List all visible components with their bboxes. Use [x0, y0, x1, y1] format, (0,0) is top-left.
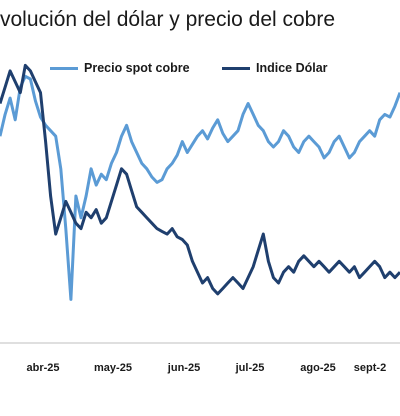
- legend-swatch-dollar: [222, 66, 250, 70]
- x-tick-label: jul-25: [235, 362, 265, 374]
- x-tick-label: sept-2: [354, 362, 386, 374]
- x-tick-label: abr-25: [26, 362, 59, 374]
- legend-swatch-copper: [50, 66, 78, 70]
- legend-label-copper: Precio spot cobre: [84, 61, 190, 75]
- legend-item-copper: Precio spot cobre: [50, 61, 190, 75]
- x-tick-label: may-25: [94, 362, 132, 374]
- legend: Precio spot cobre Indice Dólar: [0, 61, 400, 81]
- legend-label-dollar: Indice Dólar: [256, 61, 328, 75]
- x-tick-label: ago-25: [300, 362, 335, 374]
- legend-item-dollar: Indice Dólar: [222, 61, 328, 75]
- series-line-copper: [0, 74, 400, 301]
- chart-title: volución del dólar y precio del cobre: [0, 8, 336, 31]
- x-tick-label: jun-25: [167, 362, 200, 374]
- series-line-dollar: [0, 63, 400, 296]
